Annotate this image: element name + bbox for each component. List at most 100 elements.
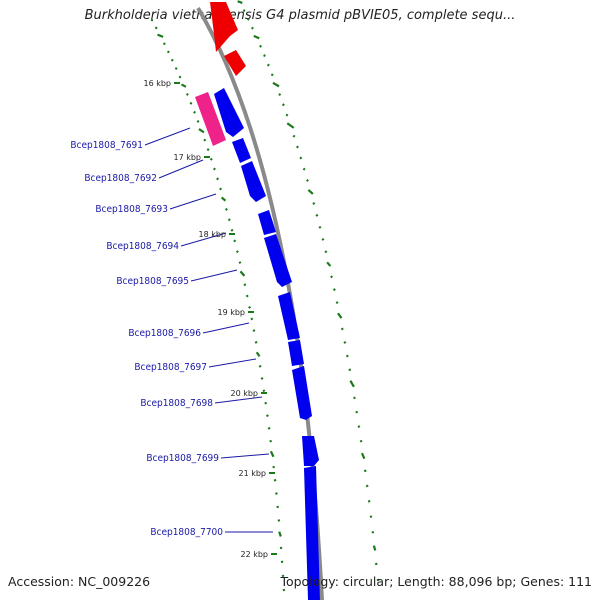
gc-dot	[345, 354, 349, 358]
gene-label[interactable]: Bcep1808_7693	[95, 204, 168, 215]
gene-label[interactable]: Bcep1808_7691	[70, 140, 143, 151]
gc-dot	[266, 63, 270, 67]
gc-dot	[318, 225, 322, 229]
gc-dot	[365, 484, 369, 488]
gc-dot	[340, 327, 344, 331]
gc-dot	[245, 294, 249, 298]
gc-dot	[273, 478, 277, 482]
gene-leader-lines	[144, 127, 273, 533]
gene-label[interactable]: Bcep1808_7700	[150, 527, 223, 538]
gc-dot	[337, 312, 343, 319]
forward-cds-feature[interactable]	[214, 88, 244, 137]
gc-dot	[196, 119, 200, 123]
gc-dot	[189, 101, 193, 105]
gc-content-inner-track	[150, 18, 286, 592]
forward-cds-feature[interactable]	[241, 161, 266, 202]
gc-dot	[227, 218, 231, 222]
gc-dot	[292, 134, 296, 138]
gc-dot	[203, 138, 207, 142]
gc-dot	[248, 305, 252, 309]
gc-dot	[285, 113, 289, 117]
gc-dot	[237, 0, 243, 4]
gene-leader-line	[190, 269, 238, 282]
forward-cds-feature[interactable]	[288, 340, 304, 366]
reverse-cds-feature[interactable]	[224, 50, 246, 76]
gc-dot	[212, 167, 216, 171]
gc-dot	[250, 317, 254, 321]
gc-dot	[174, 67, 178, 70]
feature-track	[195, 2, 320, 600]
gc-dot	[357, 425, 361, 428]
gc-dot	[363, 469, 367, 473]
gc-dot	[282, 588, 286, 592]
gc-dot	[185, 92, 189, 96]
forward-cds-feature[interactable]	[304, 466, 320, 600]
gc-dot	[278, 531, 282, 537]
gc-dot	[209, 157, 213, 161]
gc-dot	[312, 202, 316, 206]
gc-dot	[360, 452, 366, 460]
kbp-tick-label: 20 kbp	[230, 389, 258, 398]
gene-labels: Bcep1808_7691 Bcep1808_7692 Bcep1808_7693 B…	[70, 140, 223, 538]
gc-dot	[272, 465, 276, 469]
gc-dot	[260, 377, 264, 380]
gc-dot	[321, 237, 325, 241]
gc-dot	[243, 283, 247, 287]
gene-label[interactable]: Bcep1808_7695	[116, 276, 189, 287]
gc-dot	[280, 560, 284, 564]
gc-dot	[276, 505, 280, 509]
gc-dot	[170, 58, 174, 62]
gc-dot	[269, 450, 275, 458]
forward-cds-feature[interactable]	[278, 292, 300, 340]
gene-label[interactable]: Bcep1808_7698	[140, 398, 213, 409]
gene-leader-line	[214, 396, 263, 404]
gc-dot	[242, 9, 246, 12]
forward-cds-feature[interactable]	[264, 234, 292, 287]
kbp-tick-label: 22 kbp	[240, 550, 268, 559]
gene-label[interactable]: Bcep1808_7699	[146, 453, 219, 464]
gc-dot	[206, 148, 210, 152]
reverse-cds-feature[interactable]	[210, 2, 238, 52]
gc-dot	[343, 340, 347, 344]
gc-dot	[324, 250, 328, 254]
gc-dot	[154, 26, 158, 30]
gc-dot	[270, 73, 274, 77]
map-title: Burkholderia vietnamiensis G4 plasmid pB…	[84, 8, 516, 23]
gc-dot	[166, 50, 170, 54]
forward-cds-feature[interactable]	[292, 366, 312, 420]
gc-dot	[335, 301, 339, 305]
gc-dot	[369, 515, 373, 518]
gc-dot	[376, 578, 380, 582]
gc-dot	[372, 545, 377, 551]
forward-cds-feature[interactable]	[302, 436, 319, 466]
kbp-tick-label: 16 kbp	[143, 79, 171, 88]
gc-dot	[262, 389, 266, 393]
gene-leader-line	[180, 232, 227, 247]
gc-dot	[281, 574, 285, 578]
forward-cds-feature[interactable]	[232, 138, 251, 163]
kbp-ruler-labels: 16 kbp 17 kbp 18 kbp 19 kbp 20 kbp 21 kbp 22 k…	[143, 79, 277, 559]
gc-dot	[326, 261, 332, 267]
gene-label[interactable]: Bcep1808_7696	[128, 328, 201, 339]
gene-label[interactable]: Bcep1808_7697	[134, 362, 207, 373]
gc-dot	[224, 207, 228, 211]
forward-cds-feature[interactable]	[258, 210, 276, 235]
gc-dot	[220, 196, 227, 202]
gc-dot	[258, 364, 262, 368]
gc-dot	[359, 439, 363, 443]
accession-text: Accession: NC_009226	[8, 574, 151, 589]
gc-dot	[230, 228, 234, 232]
gc-dot	[163, 42, 166, 46]
gc-dot	[302, 167, 306, 171]
gc-dot	[219, 187, 223, 191]
gc-dot	[315, 213, 319, 217]
rna-feature[interactable]	[195, 92, 226, 146]
gene-label[interactable]: Bcep1808_7692	[84, 173, 157, 184]
gc-dot	[349, 380, 355, 388]
gc-dot	[355, 410, 359, 414]
gc-dot	[305, 178, 309, 182]
gene-leader-line	[220, 453, 270, 459]
gc-dot	[178, 75, 182, 79]
gene-label[interactable]: Bcep1808_7694	[106, 241, 179, 252]
kbp-tick-label: 18 kbp	[198, 230, 226, 239]
